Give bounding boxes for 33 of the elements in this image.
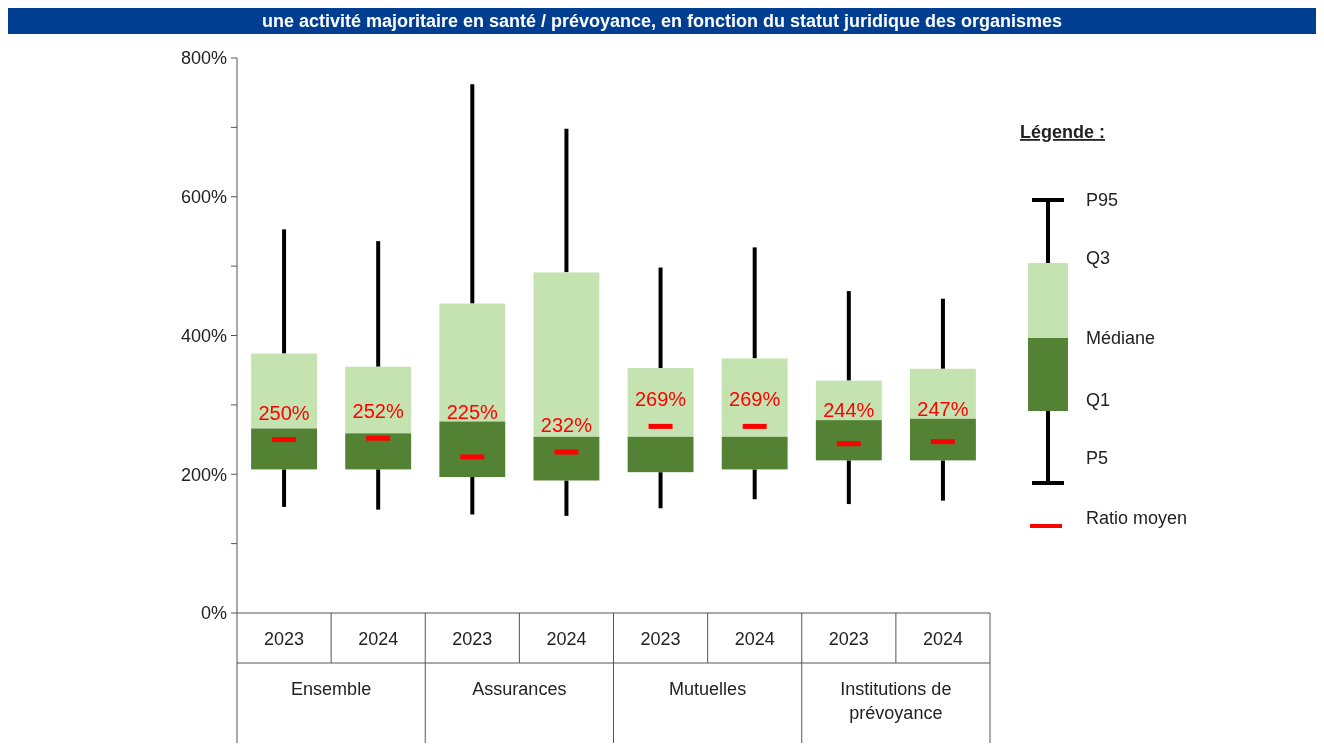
- text: 269%: [634, 388, 687, 411]
- legend-title: Légende :: [1020, 122, 1106, 142]
- text: Ratio moyen: [1086, 508, 1188, 529]
- text: 252%: [352, 400, 404, 423]
- chart-title: une activité majoritaire en santé / prévoyance, en fonction du statut juridique des organismes: [261, 11, 1063, 31]
- y-tick-label: 400%: [180, 325, 227, 346]
- text: Institutions de prévoyance: [840, 679, 952, 723]
- x-tick-label: 2024: [358, 629, 399, 649]
- y-tick-label: 200%: [180, 464, 227, 485]
- text: Q1: [1086, 390, 1111, 411]
- text: P95: [1086, 190, 1119, 211]
- x-tick-label: 2024: [546, 629, 587, 649]
- text: 244%: [823, 399, 875, 422]
- text: 225%: [446, 400, 498, 423]
- text: Médiane: [1086, 328, 1156, 349]
- text: 232%: [540, 414, 593, 437]
- text: Assurances: [472, 679, 567, 699]
- text: P5: [1086, 448, 1109, 469]
- text: Q3: [1086, 248, 1111, 269]
- y-tick-label: 800%: [180, 48, 227, 69]
- y-tick-label: 0%: [200, 603, 227, 624]
- text: 247%: [917, 397, 969, 420]
- text: 250%: [258, 401, 310, 424]
- y-tick-label: 600%: [180, 187, 227, 208]
- text: 269%: [729, 388, 781, 411]
- x-tick-label: 2023: [452, 629, 493, 649]
- x-tick-label: 2023: [828, 629, 869, 649]
- text: Mutuelles: [669, 679, 747, 699]
- text: Ensemble: [291, 679, 372, 699]
- x-tick-label: 2024: [734, 629, 775, 649]
- x-tick-label: 2024: [922, 629, 963, 649]
- x-tick-label: 2023: [640, 629, 681, 649]
- x-tick-label: 2023: [264, 629, 305, 649]
